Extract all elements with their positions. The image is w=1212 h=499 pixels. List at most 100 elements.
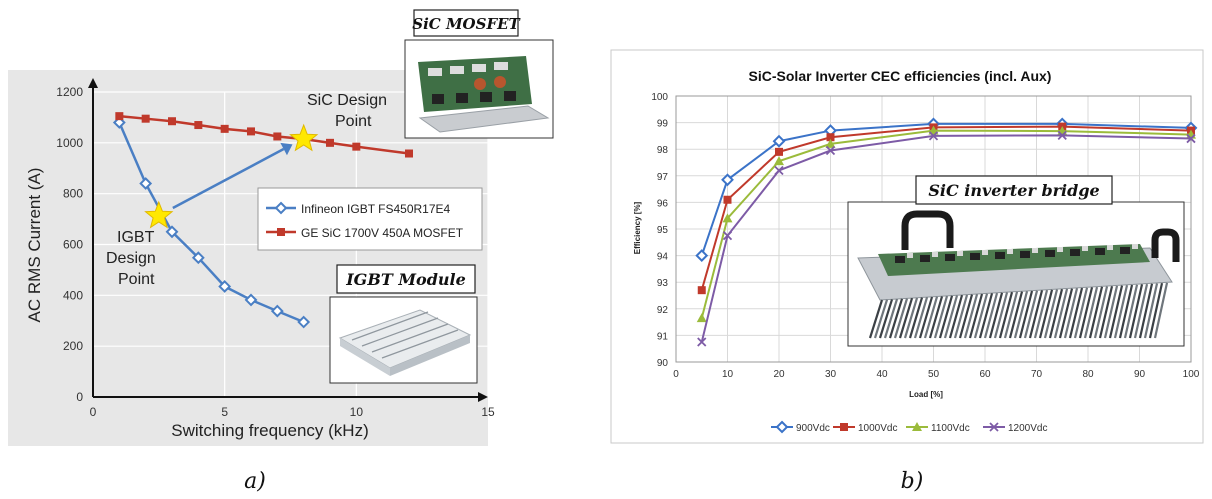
design-point-star-1 bbox=[289, 123, 319, 152]
heatsink-fin bbox=[913, 296, 929, 339]
heatsink-fin bbox=[898, 297, 914, 339]
b-series-3-point bbox=[1057, 130, 1067, 141]
heatsink-fin bbox=[1068, 287, 1084, 339]
a-series-0-point bbox=[244, 293, 258, 307]
heatsink-fin bbox=[1113, 285, 1129, 339]
b-series-2-point bbox=[825, 138, 836, 148]
heatsink-fin bbox=[908, 297, 924, 339]
a-x-axis-arrow bbox=[478, 392, 488, 402]
a-series-0-point bbox=[191, 251, 205, 265]
heatsink-fin bbox=[1128, 284, 1144, 339]
a-xtick-label: 0 bbox=[90, 405, 97, 419]
b-ytick-label: 94 bbox=[657, 252, 669, 263]
b-xtick-label: 0 bbox=[673, 369, 679, 380]
heatsink-fin bbox=[1098, 285, 1114, 339]
heatsink-fin bbox=[978, 293, 994, 339]
sic-design-point-label-1: SiC Design bbox=[307, 92, 387, 109]
inverter-chip bbox=[1107, 245, 1113, 250]
heatsink-fin bbox=[1083, 286, 1099, 339]
b-legend-label-1: 1000Vdc bbox=[858, 423, 897, 434]
heatsink-fin bbox=[1063, 288, 1079, 339]
b-series-0-point bbox=[695, 249, 709, 263]
arrow-head bbox=[280, 142, 293, 156]
b-series-3-point bbox=[1186, 133, 1196, 144]
igbt-module-photo: IGBT Module bbox=[329, 264, 478, 384]
b-series-1-point bbox=[723, 195, 732, 204]
b-legend-marker-3 bbox=[989, 422, 999, 432]
inverter-connector bbox=[1020, 251, 1030, 258]
heatsink-fin bbox=[888, 298, 904, 339]
b-ytick-label: 97 bbox=[657, 172, 669, 183]
inverter-connector bbox=[1120, 247, 1130, 254]
heatsink-fin bbox=[1093, 286, 1109, 339]
panel-b-x-axis-label: Load [%] bbox=[909, 390, 943, 399]
heatsink-fin bbox=[1148, 282, 1164, 339]
inverter-chip bbox=[1032, 248, 1038, 253]
a-ytick-label: 0 bbox=[76, 390, 83, 404]
b-series-0-point bbox=[721, 173, 734, 187]
b-ytick-label: 92 bbox=[657, 305, 669, 316]
a-ytick-label: 600 bbox=[63, 238, 83, 252]
igbt-module-terminals bbox=[351, 311, 459, 359]
inverter-heatsink-fins bbox=[868, 282, 1169, 339]
inverter-connector bbox=[895, 256, 905, 263]
heatsink-fin bbox=[1133, 283, 1149, 339]
b-legend-marker-0 bbox=[775, 420, 789, 434]
heatsink-fin bbox=[883, 298, 899, 339]
legend-label-ge-sic: GE SiC 1700V 450A MOSFET bbox=[301, 226, 464, 240]
b-series-2-point bbox=[774, 156, 784, 166]
b-xtick-label: 20 bbox=[773, 369, 785, 380]
b-legend-label-3: 1200Vdc bbox=[1008, 423, 1047, 434]
heatsink-fin bbox=[873, 299, 889, 339]
b-ytick-label: 98 bbox=[657, 145, 669, 156]
a-y-axis-arrow bbox=[88, 78, 98, 88]
panel-b-legend: 900Vdc 1000Vdc 1100Vdc 1200Vdc bbox=[771, 420, 1047, 434]
a-ytick-label: 200 bbox=[63, 339, 83, 353]
b-legend-marker-1 bbox=[840, 423, 848, 431]
inverter-connector bbox=[1070, 249, 1080, 256]
heatsink-fin bbox=[1013, 291, 1029, 339]
b-ytick-label: 99 bbox=[657, 119, 669, 130]
a-series-0-point bbox=[139, 177, 153, 190]
igbt-design-point-label-2: Design bbox=[106, 250, 156, 267]
legend-marker-ge-sic bbox=[277, 228, 285, 236]
heatsink-fin bbox=[1003, 291, 1019, 339]
inverter-connector bbox=[1095, 248, 1105, 255]
b-series-2-point bbox=[722, 213, 733, 223]
panel-b-y-axis-label: Efficiency [%] bbox=[633, 201, 642, 254]
sic-mosfet-caption-box bbox=[413, 9, 519, 37]
b-xtick-label: 90 bbox=[1134, 369, 1146, 380]
b-series-3-point bbox=[825, 145, 836, 156]
sic-mosfet-components bbox=[428, 62, 516, 104]
heatsink-fin bbox=[1058, 288, 1074, 339]
design-point-arrow bbox=[172, 142, 293, 210]
heatsink-fin bbox=[998, 291, 1014, 339]
heatsink-fin bbox=[948, 294, 964, 339]
inverter-handle-right bbox=[1151, 228, 1180, 262]
heatsink-fin bbox=[933, 295, 949, 339]
a-series-1-point bbox=[141, 114, 150, 123]
heatsink-fin bbox=[1048, 288, 1064, 339]
sic-design-point-label-2: Point bbox=[335, 113, 372, 130]
b-series-0-point bbox=[772, 134, 786, 148]
design-point-star-0 bbox=[144, 200, 174, 229]
sic-mosfet-photo: SiC MOSFET bbox=[404, 9, 554, 139]
a-series-1-point bbox=[194, 121, 203, 130]
heatsink-fin bbox=[1108, 285, 1124, 339]
b-ytick-label: 100 bbox=[651, 92, 668, 103]
panel-a-axes bbox=[88, 78, 488, 402]
a-xtick-label: 15 bbox=[481, 405, 495, 419]
b-xtick-label: 70 bbox=[1031, 369, 1043, 380]
panel-b-title: SiC-Solar Inverter CEC efficiencies (inc… bbox=[749, 68, 1052, 84]
design-point-stars bbox=[144, 123, 319, 229]
inverter-chip bbox=[1057, 247, 1063, 252]
panel-a-label: a) bbox=[244, 469, 266, 494]
inverter-connector bbox=[1045, 250, 1055, 257]
heatsink-fin bbox=[903, 297, 919, 339]
panel-a-series bbox=[112, 112, 413, 329]
b-series-1-point bbox=[775, 147, 783, 156]
inverter-chip bbox=[1007, 249, 1013, 254]
b-plot-border bbox=[675, 95, 1192, 363]
heatsink-fin bbox=[1138, 283, 1154, 339]
